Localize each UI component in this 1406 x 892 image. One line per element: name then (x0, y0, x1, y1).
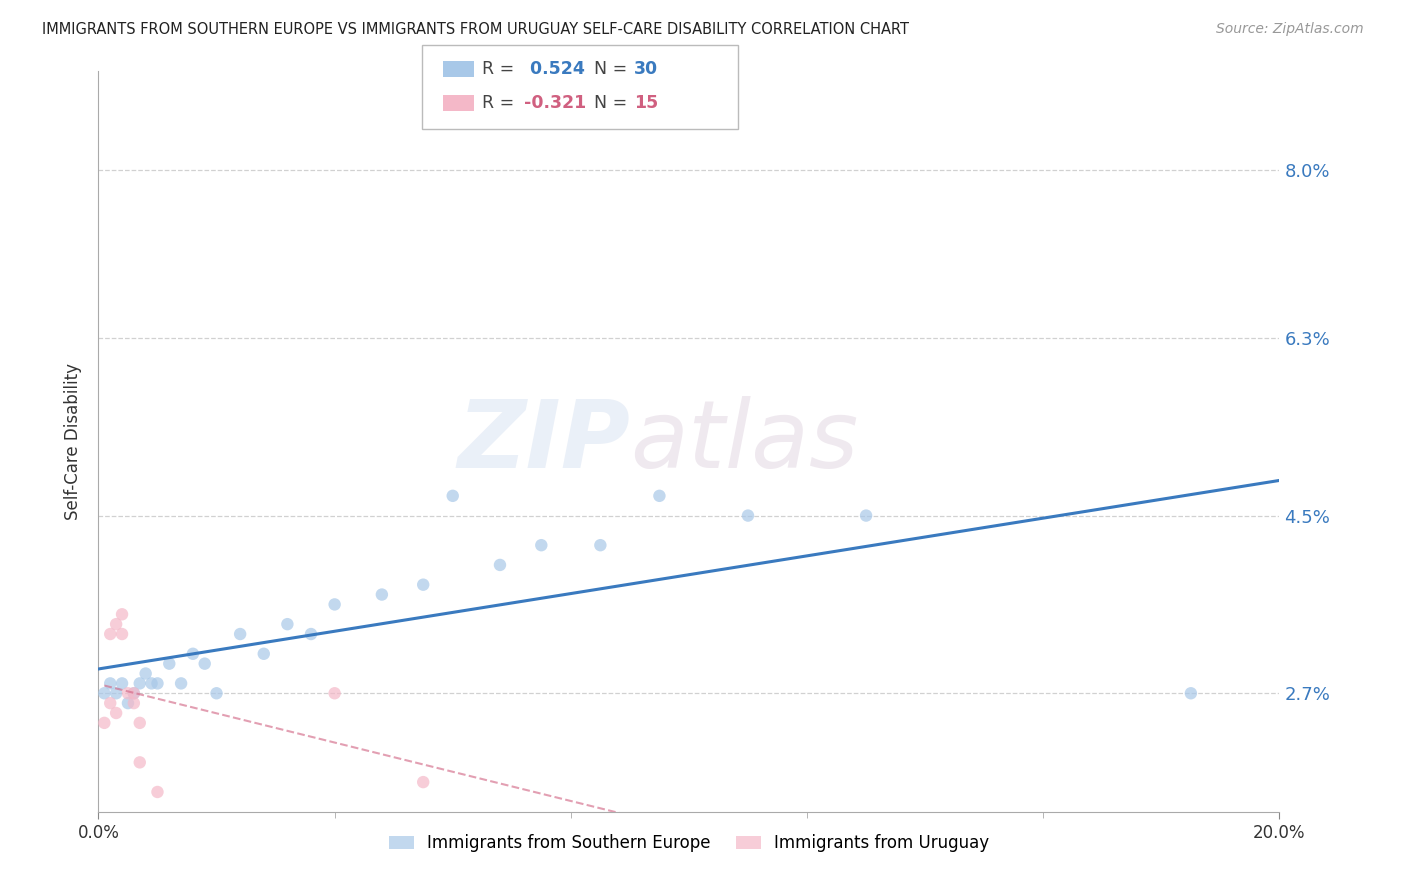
Point (93, 686, 115, 700)
Point (122, 686, 145, 700)
Point (855, 508, 877, 523)
Text: IMMIGRANTS FROM SOUTHERN EUROPE VS IMMIGRANTS FROM URUGUAY SELF-CARE DISABILITY : IMMIGRANTS FROM SOUTHERN EUROPE VS IMMIG… (42, 22, 910, 37)
Text: Source: ZipAtlas.com: Source: ZipAtlas.com (1216, 22, 1364, 37)
Point (141, 676, 163, 690)
Point (122, 696, 145, 710)
Point (737, 508, 759, 523)
Text: N =: N = (583, 94, 633, 112)
Point (105, 617, 128, 632)
Text: R =: R = (482, 94, 520, 112)
Point (181, 647, 204, 661)
Y-axis label: Self-Care Disability: Self-Care Disability (65, 363, 83, 520)
Point (105, 706, 128, 720)
Point (128, 756, 150, 770)
Point (128, 715, 150, 730)
Point (412, 577, 434, 591)
Point (105, 686, 128, 700)
Text: 0.524: 0.524 (524, 60, 585, 78)
Point (128, 676, 150, 690)
Point (98, 696, 121, 710)
Text: 15: 15 (634, 94, 658, 112)
Point (122, 686, 145, 700)
Point (276, 617, 298, 632)
Point (648, 489, 671, 503)
Point (489, 558, 512, 572)
Point (323, 686, 346, 700)
Point (111, 607, 134, 622)
Point (205, 686, 228, 700)
Point (117, 686, 139, 700)
Point (194, 657, 217, 671)
Point (323, 598, 346, 612)
Text: N =: N = (583, 60, 633, 78)
Point (111, 627, 134, 641)
Point (135, 666, 157, 681)
Point (146, 785, 169, 799)
Text: 30: 30 (634, 60, 658, 78)
Point (229, 627, 252, 641)
Text: atlas: atlas (630, 396, 858, 487)
Point (170, 676, 193, 690)
Point (98, 676, 121, 690)
Point (111, 676, 134, 690)
Text: ZIP: ZIP (457, 395, 630, 488)
Text: R =: R = (482, 60, 520, 78)
Point (412, 775, 434, 789)
Point (1180, 686, 1202, 700)
Point (371, 588, 394, 602)
Point (299, 627, 322, 641)
Point (146, 676, 169, 690)
Point (117, 696, 139, 710)
Point (157, 657, 180, 671)
Text: -0.321: -0.321 (524, 94, 586, 112)
Point (93, 715, 115, 730)
Legend: Immigrants from Southern Europe, Immigrants from Uruguay: Immigrants from Southern Europe, Immigra… (382, 828, 995, 859)
Point (589, 538, 612, 552)
Point (253, 647, 276, 661)
Point (530, 538, 553, 552)
Point (98, 627, 121, 641)
Point (441, 489, 464, 503)
